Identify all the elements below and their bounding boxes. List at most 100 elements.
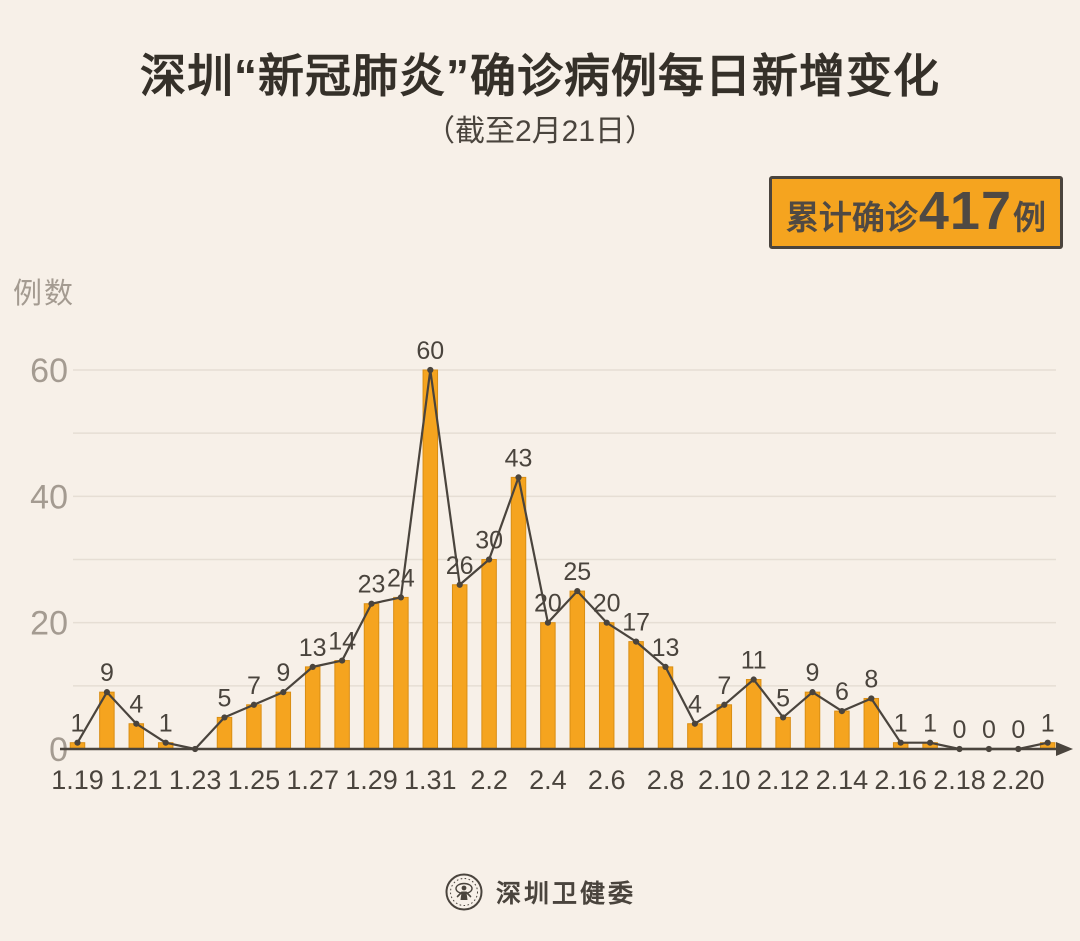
x-tick-label: 2.12 [757, 765, 810, 795]
x-tick-label: 2.8 [647, 765, 685, 795]
page-title: 深圳“新冠肺炎”确诊病例每日新增变化 [140, 50, 940, 102]
footer: 深圳卫健委 [0, 872, 1080, 912]
value-label: 60 [416, 337, 444, 365]
bar [334, 660, 350, 750]
data-point [780, 714, 787, 721]
value-label: 23 [358, 571, 386, 599]
value-label: 1 [894, 710, 908, 738]
data-point [1044, 739, 1051, 746]
data-point [486, 556, 493, 563]
value-label: 4 [688, 691, 702, 719]
value-label: 1 [923, 710, 937, 738]
data-point [515, 474, 522, 481]
value-label: 26 [446, 552, 474, 580]
data-point [838, 708, 846, 715]
y-tick-label: 60 [30, 352, 68, 390]
bar [304, 666, 321, 750]
bar [481, 559, 497, 750]
value-label: 20 [593, 590, 621, 618]
bar [716, 704, 733, 750]
x-tick-label: 1.21 [110, 765, 163, 795]
x-tick-label: 2.16 [874, 765, 927, 795]
x-tick-label: 1.31 [404, 765, 457, 795]
data-point [250, 701, 257, 708]
data-point [691, 720, 699, 727]
data-point [456, 581, 463, 588]
data-point [103, 689, 110, 696]
bar [393, 596, 409, 750]
bar [246, 704, 262, 750]
trend-line [76, 368, 1048, 751]
y-tick-label: 20 [30, 605, 68, 643]
x-axis-arrow-icon [1056, 742, 1073, 756]
data-point [221, 714, 228, 721]
x-tick-label: 1.19 [51, 765, 104, 795]
value-label: 9 [806, 659, 820, 687]
data-point [750, 676, 757, 683]
value-label: 8 [864, 665, 878, 693]
value-label: 1 [159, 710, 173, 738]
value-label: 24 [387, 564, 415, 592]
bar [775, 716, 791, 750]
data-point [633, 638, 640, 645]
value-label: 13 [299, 634, 327, 662]
bar [363, 603, 380, 750]
data-point [868, 695, 875, 702]
shenzhen-health-commission-seal-icon [445, 873, 483, 911]
data-point [192, 745, 199, 753]
x-tick-label: 1.25 [228, 765, 281, 795]
value-label: 17 [622, 609, 650, 637]
x-tick-label: 2.18 [933, 765, 986, 795]
value-label: 43 [505, 444, 533, 472]
bar [834, 710, 850, 750]
y-tick-label: 40 [30, 478, 68, 516]
data-point [74, 739, 81, 746]
x-tick-label: 1.23 [169, 765, 222, 795]
y-tick-label: 0 [49, 731, 68, 769]
data-point [721, 701, 728, 708]
x-tick-label: 1.27 [286, 765, 339, 795]
data-point [162, 739, 169, 746]
x-tick-label: 2.6 [588, 765, 626, 795]
value-label: 1 [71, 710, 85, 738]
value-label: 0 [1011, 716, 1025, 744]
value-label: 11 [741, 647, 767, 675]
x-tick-label: 2.4 [529, 765, 567, 795]
bar [540, 622, 556, 750]
value-label: 0 [982, 716, 996, 744]
badge-total-value: 417 [918, 181, 1012, 241]
value-label: 25 [563, 558, 591, 586]
bar [628, 641, 644, 750]
data-point [985, 745, 993, 753]
bar [804, 691, 821, 750]
footer-org-name: 深圳卫健委 [495, 880, 636, 908]
value-label: 7 [717, 672, 731, 700]
cumulative-total-badge: 累计确诊 417 例 [768, 176, 1063, 249]
data-point [956, 745, 963, 753]
data-point [368, 600, 375, 607]
bar [422, 369, 439, 750]
bar [657, 666, 674, 750]
value-label: 4 [129, 691, 143, 719]
bar [275, 691, 292, 750]
y-axis-unit-label: 例数 [13, 278, 76, 310]
data-point [1015, 745, 1022, 753]
bar [687, 723, 703, 750]
value-label: 7 [247, 672, 261, 700]
badge-prefix: 累计确诊 [785, 199, 918, 236]
data-point [897, 739, 904, 746]
value-label: 6 [835, 678, 849, 706]
data-point [544, 619, 552, 626]
bar [745, 679, 762, 750]
value-label: 9 [100, 659, 114, 687]
bar [598, 622, 615, 750]
data-point [397, 594, 404, 601]
bar [510, 476, 527, 750]
bar [451, 584, 468, 750]
x-tick-label: 2.20 [992, 765, 1045, 795]
x-tick-label: 2.2 [470, 765, 508, 795]
badge-suffix: 例 [1013, 199, 1046, 236]
value-label: 9 [276, 659, 290, 687]
x-tick-label: 2.10 [698, 765, 751, 795]
